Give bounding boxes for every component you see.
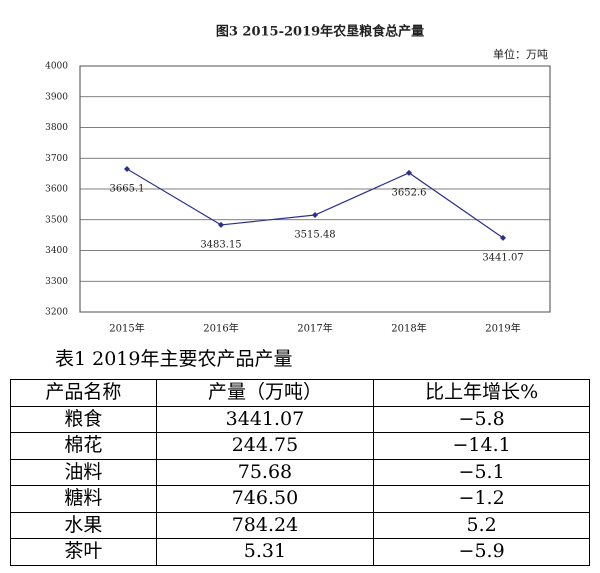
point xyxy=(124,165,130,172)
chart-title: 图3 2015-2019年农垦粮食总产量 xyxy=(216,24,424,40)
y-tick-label: 4000 xyxy=(45,62,68,72)
y-tick-label: 3600 xyxy=(45,185,68,195)
y-tick-label: 3200 xyxy=(45,308,68,318)
table-cell: 糖料 xyxy=(10,485,157,513)
y-tick-label: 3500 xyxy=(45,215,68,225)
table-cell: 棉花 xyxy=(10,432,157,460)
x-tick-label: 2018年 xyxy=(391,322,426,335)
data-label: 3441.07 xyxy=(482,252,523,263)
y-tick-label: 3300 xyxy=(45,277,68,287)
table-cell: 244.75 xyxy=(155,432,375,460)
chart: 图3 2015-2019年农垦粮食总产量 单位：万吨 3200 3300 3400 3… xyxy=(45,24,551,335)
table-row: 产品名称 产量（万吨） 比上年增长% xyxy=(10,379,590,407)
data-label: 3652.6 xyxy=(392,187,427,198)
table-cell: −5.9 xyxy=(373,538,590,566)
table-cell: −5.1 xyxy=(373,458,590,486)
table-cell: 784.24 xyxy=(155,511,375,539)
x-tick-label: 2019年 xyxy=(485,322,520,335)
table-cell: −14.1 xyxy=(373,432,590,460)
table-row: 油料 75.68 −5.1 xyxy=(10,458,590,486)
point xyxy=(312,211,318,218)
table-row: 水果 784.24 5.2 xyxy=(10,511,590,539)
table-row: 粮食 3441.07 −5.8 xyxy=(10,405,590,433)
point xyxy=(406,169,412,176)
data-label: 3483.15 xyxy=(200,239,241,250)
table-cell: 5.31 xyxy=(155,538,375,566)
y-tick-label: 3700 xyxy=(45,154,68,164)
table-cell: 产量（万吨） xyxy=(155,379,375,407)
x-tick-label: 2015年 xyxy=(109,322,144,335)
table-row: 棉花 244.75 −14.1 xyxy=(10,432,590,460)
table-cell: 产品名称 xyxy=(10,379,157,407)
point xyxy=(500,234,506,241)
table-cell: 油料 xyxy=(10,458,157,486)
data-label: 3515.48 xyxy=(294,229,335,240)
table-cell: 茶叶 xyxy=(10,538,157,566)
y-tick-label: 3900 xyxy=(45,92,68,102)
table-cell: −1.2 xyxy=(373,485,590,513)
table-row: 茶叶 5.31 −5.9 xyxy=(10,538,590,566)
table-cell: 水果 xyxy=(10,511,157,539)
y-tick-label: 3800 xyxy=(45,123,68,133)
y-tick-label: 3400 xyxy=(45,246,68,256)
table-row: 糖料 746.50 −1.2 xyxy=(10,485,590,513)
line xyxy=(126,168,504,239)
data-label: 3665.1 xyxy=(110,183,145,194)
x-tick-label: 2016年 xyxy=(203,322,238,335)
table-cell: 746.50 xyxy=(155,485,375,513)
table-cell: 5.2 xyxy=(373,511,590,539)
table-cell: 粮食 xyxy=(10,405,157,433)
table-cell: −5.8 xyxy=(373,405,590,433)
table-cell: 75.68 xyxy=(155,458,375,486)
table-title: 表1 2019年主要农产品产量 xyxy=(55,348,293,370)
table-cell: 比上年增长% xyxy=(373,379,590,407)
x-tick-label: 2017年 xyxy=(297,322,332,335)
table: 产品名称 产量（万吨） 比上年增长% 粮食 3441.07 −5.8 棉花 244.75 −14… xyxy=(10,379,590,566)
unit-label: 单位：万吨 xyxy=(493,47,548,61)
point xyxy=(218,221,224,228)
table-cell: 3441.07 xyxy=(155,405,375,433)
